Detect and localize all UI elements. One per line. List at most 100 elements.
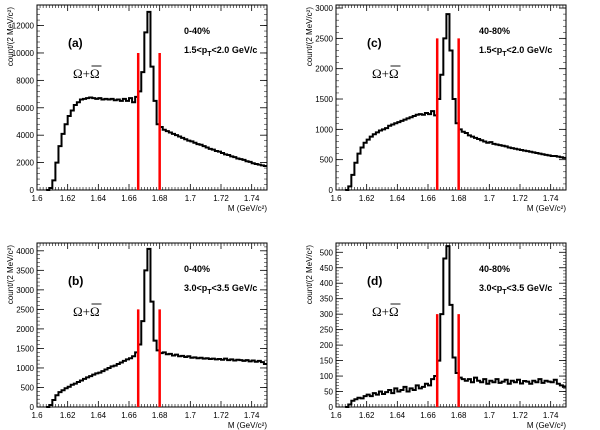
x-tick-label: 1.72 [512, 194, 528, 203]
y-tick-label: 10000 [12, 49, 35, 58]
centrality-label: 0-40% [184, 264, 210, 274]
x-tick-label: 1.64 [91, 411, 107, 420]
y-axis-label: count/(2 MeV/c²) [305, 245, 314, 304]
y-tick-label: 2500 [315, 34, 333, 43]
y-tick-label: 12000 [12, 22, 35, 31]
y-tick-label: 1000 [315, 125, 333, 134]
x-axis-label: M (GeV/c²) [228, 421, 267, 430]
y-tick-label: 2000 [315, 65, 333, 74]
y-tick-label: 2000 [16, 325, 34, 334]
x-tick-label: 1.64 [91, 194, 107, 203]
panel-a: 1.6 1.62 1.64 1.66 1.68 1.7 1.72 1.74 0 2000 4000 6… [6, 4, 268, 213]
y-tick-label: 6000 [16, 104, 34, 113]
y-tick-label: 100 [320, 372, 334, 381]
x-axis-label: M (GeV/c²) [527, 204, 566, 213]
x-tick-label: 1.74 [543, 194, 559, 203]
x-tick-label: 1.66 [121, 411, 137, 420]
y-tick-label: 200 [320, 341, 334, 350]
x-tick-label: 1.68 [451, 411, 467, 420]
y-tick-label: 3000 [16, 286, 34, 295]
y-tick-label: 500 [320, 156, 334, 165]
panel-c: 1.6 1.62 1.64 1.66 1.68 1.7 1.72 1.74 0 500 1000 15… [305, 4, 567, 213]
x-tick-label: 1.68 [152, 194, 168, 203]
centrality-label: 40-80% [479, 26, 510, 36]
y-tick-label: 2000 [16, 159, 34, 168]
particle-label: Ω+Ω [73, 304, 100, 319]
y-tick-label: 8000 [16, 76, 34, 85]
x-axis-label: M (GeV/c²) [527, 421, 566, 430]
x-axis-label: M (GeV/c²) [228, 204, 267, 213]
x-tick-label: 1.66 [121, 194, 137, 203]
y-tick-label: 150 [320, 357, 334, 366]
invariant-mass-histogram [46, 10, 267, 191]
y-tick-label: 500 [320, 248, 334, 257]
particle-label: Ω+Ω [372, 66, 399, 81]
x-tick-label: 1.62 [359, 411, 375, 420]
y-tick-label: 0 [329, 403, 334, 412]
x-tick-label: 1.74 [244, 194, 260, 203]
x-tick-label: 1.6 [31, 411, 43, 420]
particle-label: Ω+Ω [73, 66, 100, 81]
y-axis-label: count/(2 MeV/c²) [6, 245, 15, 304]
y-tick-label: 50 [324, 388, 333, 397]
y-axis-label: count/(2 MeV/c²) [6, 7, 15, 66]
y-tick-label: 3500 [16, 266, 34, 275]
y-tick-label: 3000 [315, 4, 333, 13]
x-tick-label: 1.62 [60, 194, 76, 203]
y-tick-label: 0 [30, 403, 35, 412]
x-tick-label: 1.74 [244, 411, 260, 420]
x-tick-label: 1.66 [420, 411, 436, 420]
plot-frame [335, 242, 567, 408]
x-tick-label: 1.7 [484, 411, 496, 420]
panel-label: (d) [367, 274, 382, 288]
y-tick-label: 1000 [16, 364, 34, 373]
x-tick-label: 1.64 [390, 411, 406, 420]
x-tick-label: 1.72 [213, 411, 229, 420]
x-tick-label: 1.7 [484, 194, 496, 203]
y-tick-label: 4000 [16, 131, 34, 140]
y-tick-label: 1500 [315, 95, 333, 104]
invariant-mass-histogram [46, 247, 267, 408]
y-tick-label: 500 [21, 383, 35, 392]
invariant-mass-histogram [345, 245, 566, 408]
pt-range-label: 3.0<pT<3.5 GeV/c [479, 283, 552, 296]
x-tick-label: 1.72 [213, 194, 229, 203]
plot-frame [36, 242, 268, 408]
particle-label: Ω+Ω [372, 304, 399, 319]
y-tick-label: 0 [30, 186, 35, 195]
y-tick-label: 2500 [16, 305, 34, 314]
panel-d: 1.6 1.62 1.64 1.66 1.68 1.7 1.72 1.74 0 50 100 150 2… [305, 242, 567, 430]
panel-label: (b) [68, 274, 83, 288]
x-tick-label: 1.64 [390, 194, 406, 203]
x-tick-label: 1.7 [185, 194, 197, 203]
x-tick-label: 1.62 [60, 411, 76, 420]
x-tick-label: 1.6 [330, 194, 342, 203]
panel-label: (a) [68, 36, 83, 50]
pt-range-label: 1.5<pT<2.0 GeV/c [479, 45, 552, 58]
x-tick-label: 1.68 [152, 411, 168, 420]
y-tick-label: 300 [320, 310, 334, 319]
centrality-label: 40-80% [479, 264, 510, 274]
x-tick-label: 1.66 [420, 194, 436, 203]
pt-range-label: 1.5<pT<2.0 GeV/c [184, 45, 257, 58]
plot-frame [36, 4, 268, 191]
centrality-label: 0-40% [184, 26, 210, 36]
y-tick-label: 350 [320, 295, 334, 304]
plot-frame [335, 4, 567, 191]
x-tick-label: 1.7 [185, 411, 197, 420]
x-tick-label: 1.6 [330, 411, 342, 420]
y-tick-label: 1500 [16, 344, 34, 353]
y-tick-label: 400 [320, 279, 334, 288]
y-tick-label: 450 [320, 264, 334, 273]
panel-label: (c) [367, 36, 382, 50]
x-tick-label: 1.74 [543, 411, 559, 420]
invariant-mass-histogram [345, 13, 566, 191]
x-tick-label: 1.68 [451, 194, 467, 203]
panel-b: 1.6 1.62 1.64 1.66 1.68 1.7 1.72 1.74 0 500 1000 15… [6, 242, 268, 430]
x-tick-label: 1.72 [512, 411, 528, 420]
x-tick-label: 1.6 [31, 194, 43, 203]
y-tick-label: 0 [329, 186, 334, 195]
pt-range-label: 3.0<pT<3.5 GeV/c [184, 283, 257, 296]
y-tick-label: 250 [320, 326, 334, 335]
